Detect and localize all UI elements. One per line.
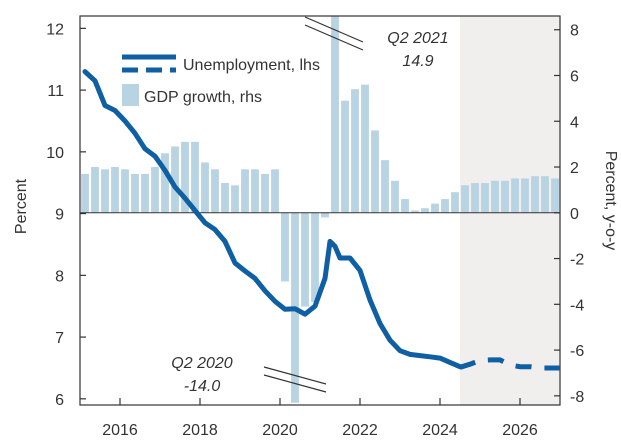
gdp-bar [491,180,499,213]
left-tick-label: 12 [46,21,64,38]
gdp-bar [371,130,379,213]
gdp-bar [351,89,359,213]
plot-frame [79,15,561,406]
gdp-bar [221,183,229,213]
gdp-bar [171,146,179,213]
gdp-bar [141,173,149,213]
gdp-bar [381,160,389,213]
gdp-bar [261,173,269,213]
gdp-bar [241,169,249,213]
gdp-bar [121,169,129,213]
right-tick-label: 2 [570,160,579,177]
gdp-bar [391,180,399,213]
right-axis-title: Percent, y-o-y [602,151,619,251]
annotation-q2-2021-label: Q2 2021 [387,30,448,47]
gdp-bar [401,199,409,213]
gdp-bar [111,167,119,213]
annotation-q2-2020-value: -14.0 [184,378,221,395]
x-tick-label: 2016 [102,422,138,439]
gdp-bar [551,178,559,213]
gdp-bar [541,176,549,213]
gdp-bar [341,100,349,213]
right-tick-label: 6 [570,68,579,85]
legend-label-gdp: GDP growth, rhs [144,89,262,106]
gdp-bar [511,178,519,213]
left-tick-label: 7 [55,330,64,347]
break-mark-top-1 [304,16,364,43]
gdp-bar [81,173,89,213]
gdp-bar [131,173,139,213]
gdp-bar [161,153,169,213]
right-tick-label: 4 [570,114,579,131]
x-tick-label: 2018 [182,422,218,439]
gdp-bar [501,180,509,213]
gdp-bar [531,176,539,213]
annotation-q2-2021-value: 14.9 [402,53,433,70]
right-tick-label: -2 [570,252,584,269]
gdp-bar [191,141,199,213]
gdp-bar [421,208,429,213]
legend-label-unemployment: Unemployment, lhs [183,57,320,74]
legend: Unemployment, lhs GDP growth, rhs [122,54,320,106]
right-tick-label: -6 [570,343,584,360]
break-mark-bottom-2 [263,374,327,393]
gdp-bar [251,169,259,213]
x-tick-label: 2022 [342,422,378,439]
left-axis-title: Percent [13,178,30,234]
gdp-bar [91,167,99,213]
left-tick-label: 6 [55,392,64,409]
gdp-bar [321,212,329,218]
gdp-bar [331,16,339,213]
gdp-bar [431,203,439,213]
gdp-bar [281,212,289,282]
gdp-bar [451,192,459,213]
annotation-q2-2020-label: Q2 2020 [171,355,232,372]
right-tick-label: -4 [570,297,584,314]
annotation-q2-2020: Q2 2020 -14.0 [171,355,327,395]
right-tick-label: 8 [570,23,579,40]
gdp-bar [441,199,449,213]
gdp-bar [271,169,279,213]
left-tick-label: 11 [47,83,64,100]
break-mark-bottom-1 [263,366,327,385]
gdp-bar [311,212,319,303]
annotation-q2-2021: Q2 2021 14.9 [304,16,449,70]
gdp-bar [151,167,159,213]
gdp-bar [201,162,209,213]
axis-ticks: 6 7 8 9 10 11 12 -8 -6 -4 -2 0 2 4 6 8 2016 2018 2020 2022 2… [46,21,584,439]
gdp-bar [481,183,489,213]
left-tick-label: 9 [55,207,64,224]
gdp-bar [101,169,109,213]
unemployment-line [82,69,463,370]
gdp-bar [231,185,239,213]
gdp-bar [211,169,219,213]
gdp-bar [471,183,479,213]
legend-bar-swatch [122,84,139,106]
gdp-bar [301,212,309,307]
left-tick-label: 10 [46,145,64,162]
right-tick-label: 0 [570,206,579,223]
right-tick-label: -8 [570,389,584,406]
gdp-bar [361,84,369,213]
x-tick-label: 2026 [502,422,538,439]
gdp-bar [411,210,419,213]
left-tick-label: 8 [55,268,64,285]
gdp-bar [521,178,529,213]
gdp-bar [181,141,189,213]
break-mark-top-2 [304,24,364,51]
x-tick-label: 2024 [422,422,458,439]
gdp-bar [461,185,469,213]
x-tick-label: 2020 [262,422,298,439]
